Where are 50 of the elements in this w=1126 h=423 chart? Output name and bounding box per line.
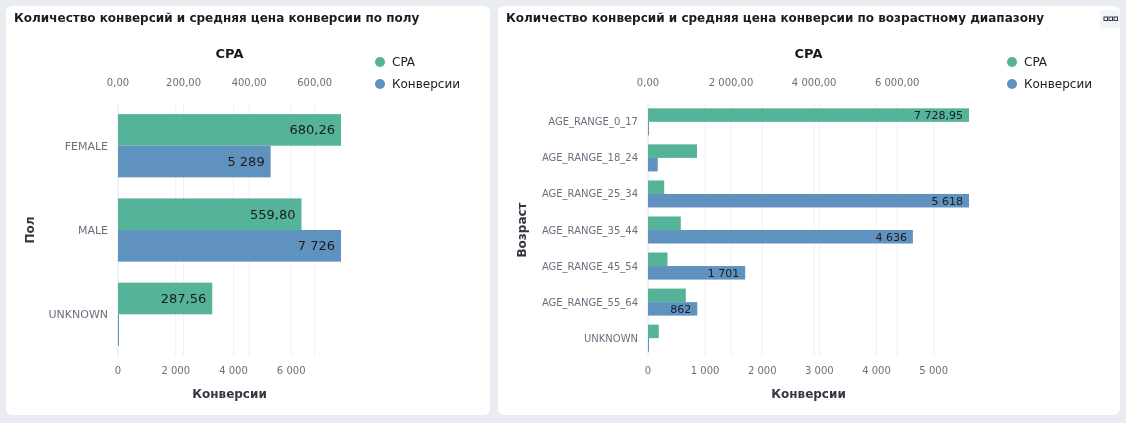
legend-label: CPA bbox=[1024, 55, 1048, 70]
x-tick-label: 3 000 bbox=[805, 365, 834, 376]
y-tick-label: AGE_RANGE_0_17 bbox=[548, 116, 638, 129]
x2-tick-label: 200,00 bbox=[166, 77, 202, 88]
data-label: 680,26 bbox=[289, 122, 335, 138]
x2-axis-title: CPA bbox=[794, 46, 823, 61]
x-tick-label: 5 000 bbox=[919, 365, 949, 376]
y-tick-label: UNKNOWN bbox=[48, 308, 108, 322]
y-tick-label: AGE_RANGE_25_34 bbox=[541, 188, 638, 201]
x-axis-title: Конверсии bbox=[192, 387, 267, 401]
x2-tick-label: 6 000,00 bbox=[874, 77, 920, 88]
data-label: 287,56 bbox=[160, 291, 207, 307]
legend-label: Конверсии bbox=[392, 77, 460, 92]
data-label: 7 728,95 bbox=[914, 108, 963, 122]
data-label: 5 289 bbox=[227, 154, 265, 170]
data-label: 4 636 bbox=[875, 230, 907, 244]
x-tick-label: 2 000 bbox=[161, 365, 191, 376]
y-tick-label: UNKNOWN bbox=[583, 332, 638, 344]
x-tick-label: 6 000 bbox=[276, 365, 306, 376]
x-axis-title: Конверсии bbox=[771, 387, 846, 401]
legend-label: CPA bbox=[392, 55, 416, 70]
x-tick-label: 4 000 bbox=[862, 365, 891, 376]
data-label: 862 bbox=[670, 302, 692, 316]
x-tick-label: 0 bbox=[644, 365, 652, 376]
y-axis-title: Возраст bbox=[515, 202, 529, 258]
x2-axis-title: CPA bbox=[215, 46, 244, 61]
x-tick-label: 1 000 bbox=[690, 365, 720, 376]
x2-tick-label: 2 000,00 bbox=[708, 77, 754, 88]
x2-tick-label: 0,00 bbox=[636, 77, 660, 88]
x-tick-label: 0 bbox=[114, 365, 122, 376]
chart-title: Количество конверсий и средняя цена конверсии по полу bbox=[14, 11, 420, 25]
y-tick-label: FEMALE bbox=[64, 139, 109, 153]
y-tick-label: AGE_RANGE_55_64 bbox=[541, 296, 638, 309]
y-axis-title: Пол bbox=[23, 216, 37, 244]
y-tick-label: AGE_RANGE_35_44 bbox=[541, 224, 638, 237]
x2-tick-label: 600,00 bbox=[297, 77, 333, 88]
x-tick-label: 4 000 bbox=[219, 365, 248, 376]
y-tick-label: MALE bbox=[77, 223, 109, 237]
data-label: 1 701 bbox=[707, 266, 740, 280]
x2-tick-label: 4 000,00 bbox=[791, 77, 837, 88]
x-tick-label: 2 000 bbox=[747, 365, 777, 376]
chart-title: Количество конверсий и средняя цена конверсии по возрастному диапазону bbox=[506, 11, 1045, 25]
data-label: 5 618 bbox=[931, 194, 963, 208]
x2-tick-label: 0,00 bbox=[106, 77, 130, 88]
data-label: 7 726 bbox=[297, 238, 335, 254]
y-tick-label: AGE_RANGE_45_54 bbox=[541, 260, 638, 273]
legend-label: Конверсии bbox=[1024, 77, 1092, 92]
data-label: 559,80 bbox=[250, 206, 296, 222]
x2-tick-label: 400,00 bbox=[231, 77, 267, 88]
y-tick-label: AGE_RANGE_18_24 bbox=[541, 152, 638, 165]
